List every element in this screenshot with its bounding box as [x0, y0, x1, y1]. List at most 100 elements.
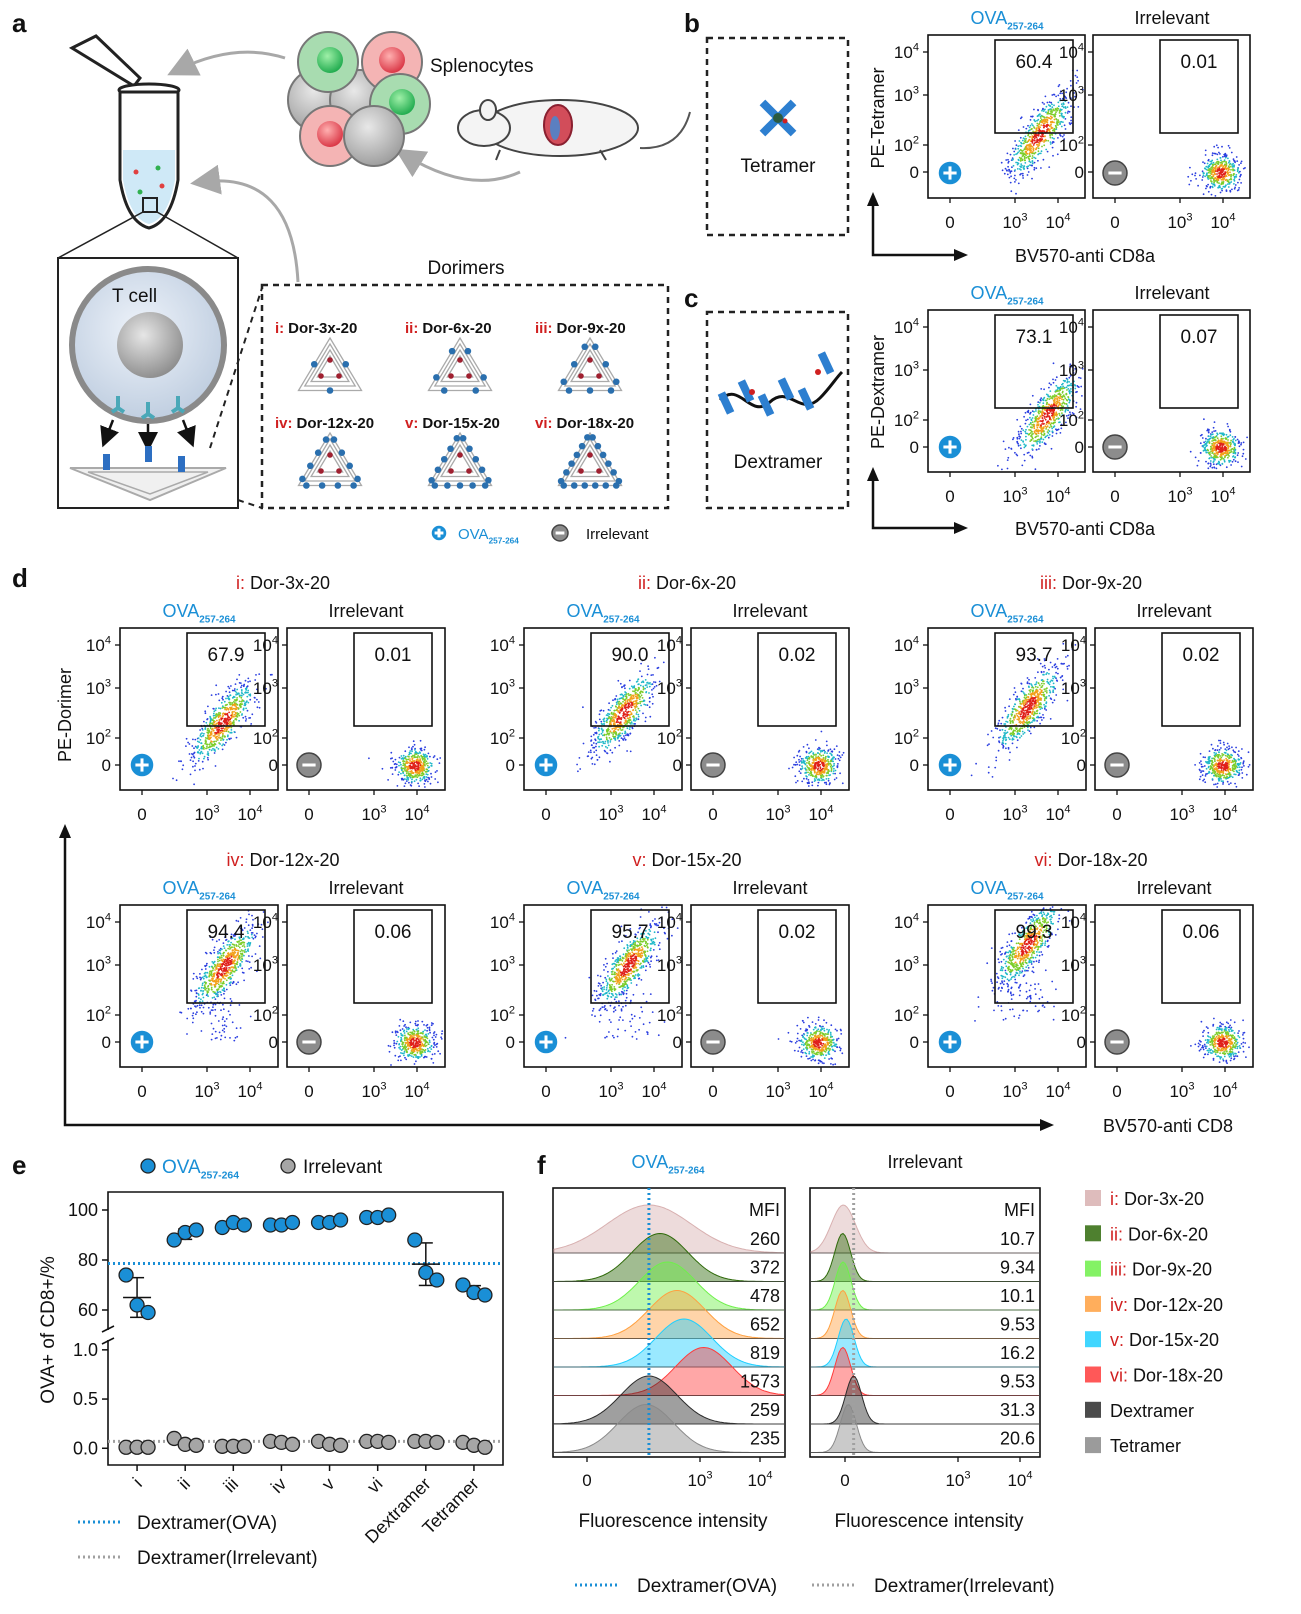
event-dot	[1230, 449, 1232, 451]
event-dot	[1232, 174, 1234, 176]
dorimer-dot	[560, 482, 567, 489]
x-tick-label: 103	[1167, 485, 1192, 506]
event-dot	[648, 692, 650, 694]
event-dot	[1233, 443, 1235, 445]
event-dot	[1024, 460, 1026, 462]
event-dot	[1031, 427, 1033, 429]
event-dot	[643, 700, 645, 702]
event-dot	[1032, 116, 1034, 118]
event-dot	[1214, 177, 1216, 179]
event-dot	[599, 713, 601, 715]
event-dot	[836, 777, 838, 779]
event-dot	[601, 733, 603, 735]
event-dot	[644, 688, 646, 690]
event-dot	[1221, 181, 1223, 183]
event-dot	[411, 781, 413, 783]
event-dot	[1195, 178, 1197, 180]
event-dot	[1034, 162, 1036, 164]
event-dot	[1214, 443, 1216, 445]
event-dot	[621, 733, 623, 735]
event-dot	[1070, 105, 1072, 107]
event-dot	[1068, 381, 1070, 383]
event-dot	[1202, 161, 1204, 163]
event-dot	[233, 711, 235, 713]
event-dot	[1029, 413, 1031, 415]
event-dot	[396, 766, 398, 768]
event-dot	[1034, 138, 1036, 140]
event-dot	[1013, 694, 1015, 696]
event-dot	[1232, 436, 1234, 438]
event-dot	[1013, 706, 1015, 708]
event-dot	[817, 752, 819, 754]
event-dot	[1237, 190, 1239, 192]
event-dot	[1034, 140, 1036, 142]
event-dot	[1034, 424, 1036, 426]
event-dot	[1065, 128, 1067, 130]
event-dot	[1070, 383, 1072, 385]
event-dot	[1242, 455, 1244, 457]
event-dot	[1197, 465, 1199, 467]
event-dot	[1020, 431, 1022, 433]
event-dot	[632, 698, 634, 700]
event-dot	[257, 706, 259, 708]
plot-title: Irrelevant	[1134, 283, 1209, 303]
event-dot	[247, 710, 249, 712]
event-dot	[1028, 686, 1030, 688]
event-dot	[625, 704, 627, 706]
event-dot	[222, 749, 224, 751]
event-dot	[221, 722, 223, 724]
event-dot	[425, 763, 427, 765]
event-dot	[1223, 186, 1225, 188]
event-dot	[991, 730, 993, 732]
event-dot	[1216, 451, 1218, 453]
event-dot	[625, 715, 627, 717]
event-dot	[436, 758, 438, 760]
event-dot	[1045, 96, 1047, 98]
event-dot	[1223, 458, 1225, 460]
event-dot	[1000, 736, 1002, 738]
event-dot	[1031, 431, 1033, 433]
event-dot	[1005, 739, 1007, 741]
event-dot	[1203, 172, 1205, 174]
y-tick-label-exp: 2	[676, 727, 682, 739]
x-tick-label: 104	[1210, 485, 1235, 506]
event-dot	[640, 705, 642, 707]
event-dot	[1226, 179, 1228, 181]
x-tick-label-base: 10	[1167, 487, 1186, 506]
event-dot	[843, 752, 845, 754]
event-dot	[425, 773, 427, 775]
y-tick-label-exp: 4	[1078, 316, 1084, 328]
dorimer-core	[578, 468, 584, 474]
event-dot	[1055, 667, 1057, 669]
event-dot	[209, 745, 211, 747]
dorimer-core	[457, 357, 463, 363]
event-dot	[1017, 730, 1019, 732]
event-dot	[415, 765, 417, 767]
event-dot	[235, 694, 237, 696]
event-dot	[603, 710, 605, 712]
legend-label: OVA257-264	[458, 526, 519, 546]
event-dot	[1048, 166, 1050, 168]
event-dot	[836, 745, 838, 747]
event-dot	[1237, 461, 1239, 463]
event-dot	[1233, 459, 1235, 461]
event-dot	[1012, 737, 1014, 739]
event-dot	[417, 783, 419, 785]
event-dot	[1027, 721, 1029, 723]
event-dot	[630, 751, 632, 753]
event-dot	[428, 767, 430, 769]
y-tick-label-base: 10	[86, 729, 105, 748]
event-dot	[637, 679, 639, 681]
event-dot	[241, 699, 243, 701]
event-dot	[1007, 731, 1009, 733]
event-dot	[1066, 389, 1068, 391]
event-dot	[1038, 423, 1040, 425]
event-dot	[222, 715, 224, 717]
event-dot	[624, 737, 626, 739]
axis-label: BV570-anti CD8a	[1015, 519, 1156, 539]
x-tick-label-exp: 4	[1229, 211, 1235, 223]
event-dot	[255, 674, 257, 676]
event-dot	[194, 770, 196, 772]
x-tick-label: 0	[1110, 487, 1119, 506]
y-tick-label-exp: 4	[272, 634, 278, 646]
